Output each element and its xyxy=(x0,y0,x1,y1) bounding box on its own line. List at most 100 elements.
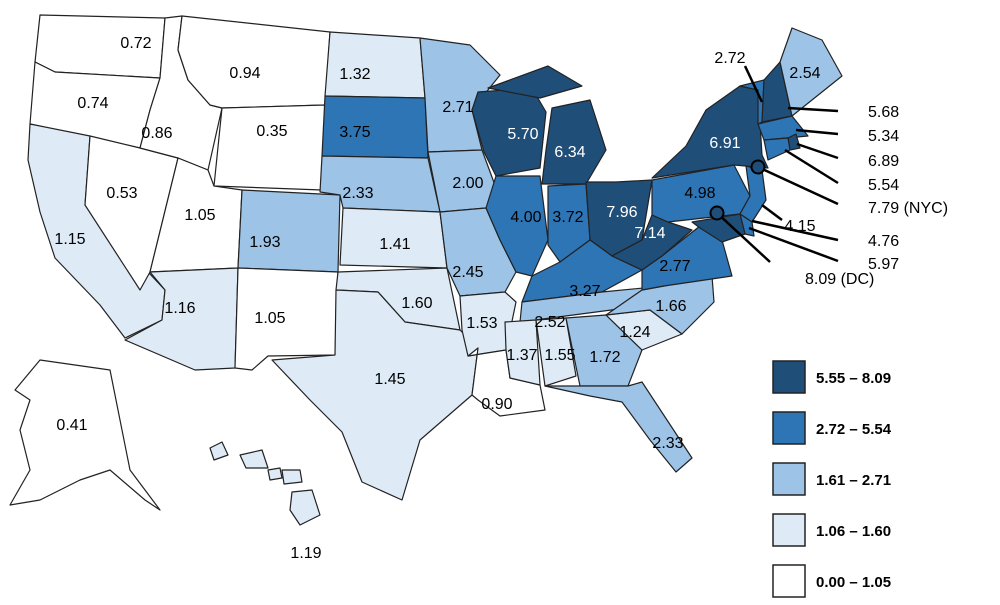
state-hi xyxy=(281,469,303,485)
value-label-co: 1.93 xyxy=(249,234,280,251)
leader-line-de xyxy=(751,219,839,242)
city-label-nyc: 7.79 (NYC) xyxy=(868,200,948,217)
value-label-il: 4.00 xyxy=(510,209,541,226)
value-label-wa: 0.72 xyxy=(120,35,151,52)
legend-label: 1.06 – 1.60 xyxy=(816,523,891,540)
value-label-pa: 4.98 xyxy=(684,185,715,202)
leader-line-nj xyxy=(761,204,783,221)
state-hi xyxy=(209,441,229,461)
state-nm xyxy=(234,267,339,371)
state-ct xyxy=(763,137,791,161)
state-al xyxy=(535,317,577,387)
city-marker-nyc xyxy=(750,159,766,175)
state-shapes xyxy=(9,14,843,526)
value-label-ut: 1.05 xyxy=(184,207,215,224)
leader-line-nh xyxy=(787,106,839,113)
value-label-ms: 1.37 xyxy=(506,347,537,364)
leader-line-md xyxy=(748,226,839,263)
value-label-ak: 0.41 xyxy=(56,417,87,434)
state-ak xyxy=(9,359,161,511)
legend-swatch xyxy=(772,360,806,394)
legend-swatch xyxy=(772,564,806,598)
state-mi xyxy=(487,65,583,99)
state-md xyxy=(691,213,746,243)
state-nd xyxy=(324,31,426,99)
value-label-id: 0.86 xyxy=(141,125,172,142)
state-sd xyxy=(321,95,429,159)
legend: 5.55 – 8.09 2.72 – 5.54 1.61 – 2.71 1.06 – … xyxy=(772,360,892,598)
value-label-nh: 5.68 xyxy=(868,104,899,121)
legend-label: 5.55 – 8.09 xyxy=(816,370,891,387)
value-label-nc: 1.66 xyxy=(655,298,686,315)
state-wy xyxy=(213,104,326,191)
value-label-ma: 5.34 xyxy=(868,128,899,145)
state-il xyxy=(485,175,549,277)
leader-line-dc xyxy=(716,212,771,263)
value-label-md: 5.97 xyxy=(868,256,899,273)
state-mt xyxy=(177,15,331,109)
city-marker-dc xyxy=(709,205,725,221)
state-value-labels: 0.72 0.74 1.15 0.53 0.86 0.94 0.35 1.05 1.93 1.16… xyxy=(54,35,948,562)
value-label-ne: 2.33 xyxy=(342,185,373,202)
value-label-ky: 3.27 xyxy=(569,283,600,300)
value-label-oh: 7.96 xyxy=(606,204,637,221)
legend-label: 2.72 – 5.54 xyxy=(816,421,892,438)
value-label-wy: 0.35 xyxy=(256,123,287,140)
value-label-al: 1.55 xyxy=(544,347,575,364)
legend-label: 0.00 – 1.05 xyxy=(816,574,891,591)
value-label-ks: 1.41 xyxy=(379,236,410,253)
legend-swatch xyxy=(772,513,806,547)
state-tx xyxy=(271,289,479,501)
value-label-mt: 0.94 xyxy=(229,65,260,82)
value-label-wi: 5.70 xyxy=(507,126,538,143)
value-label-az: 1.16 xyxy=(164,300,195,317)
value-label-nv: 0.53 xyxy=(106,185,137,202)
legend-swatch xyxy=(772,411,806,445)
state-ms xyxy=(504,319,541,386)
value-label-mi: 6.34 xyxy=(554,144,585,161)
value-label-nj: 4.15 xyxy=(784,218,815,235)
state-mn xyxy=(419,37,501,153)
value-label-ar: 1.53 xyxy=(466,315,497,332)
value-label-nd: 1.32 xyxy=(339,66,370,83)
value-label-me: 2.54 xyxy=(789,65,820,82)
value-label-ri: 6.89 xyxy=(868,153,899,170)
value-label-hi: 1.19 xyxy=(290,545,321,562)
value-label-ca: 1.15 xyxy=(54,231,85,248)
value-label-ga: 1.72 xyxy=(589,349,620,366)
state-fl xyxy=(544,381,693,473)
state-mi xyxy=(541,99,607,185)
leader-lines xyxy=(709,65,839,263)
state-hi xyxy=(267,467,283,481)
state-ga xyxy=(565,314,643,387)
state-hi xyxy=(239,449,269,469)
city-label-dc: 8.09 (DC) xyxy=(805,271,874,288)
value-label-sd: 3.75 xyxy=(339,124,370,141)
leader-line-ct xyxy=(784,148,839,185)
value-label-mo: 2.45 xyxy=(452,264,483,281)
value-label-tx: 1.45 xyxy=(374,371,405,388)
value-label-vt: 2.72 xyxy=(714,50,745,67)
leader-line-nyc xyxy=(757,165,839,206)
value-label-fl: 2.33 xyxy=(652,435,683,452)
value-label-va: 2.77 xyxy=(659,258,690,275)
leader-line-vt xyxy=(743,65,764,103)
legend-label: 1.61 – 2.71 xyxy=(816,472,891,489)
value-label-tn: 2.52 xyxy=(534,314,565,331)
value-label-mn: 2.71 xyxy=(442,99,473,116)
value-label-sc: 1.24 xyxy=(619,324,650,341)
state-hi xyxy=(289,489,321,526)
value-label-ny: 6.91 xyxy=(709,135,740,152)
state-co xyxy=(237,189,341,273)
value-label-ok: 1.60 xyxy=(401,295,432,312)
value-label-nm: 1.05 xyxy=(254,310,285,327)
value-label-in: 3.72 xyxy=(552,209,583,226)
value-label-de: 4.76 xyxy=(868,233,899,250)
leader-line-ri xyxy=(796,142,839,160)
state-ny xyxy=(651,85,769,179)
value-label-or: 0.74 xyxy=(77,95,108,112)
value-label-la: 0.90 xyxy=(481,396,512,413)
leader-line-ma xyxy=(795,128,839,136)
